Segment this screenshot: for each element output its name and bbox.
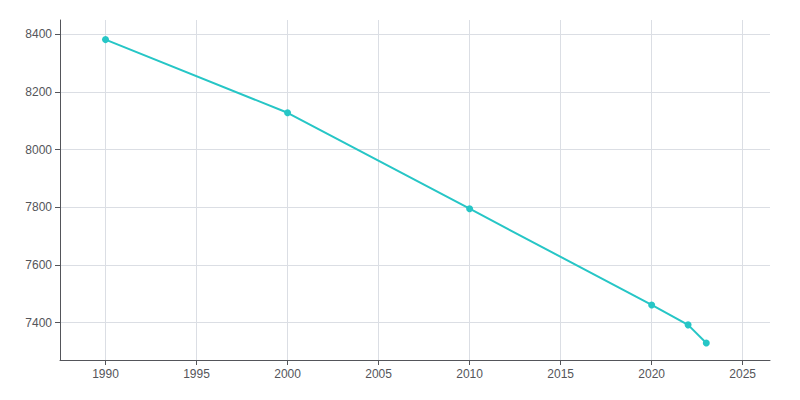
svg-text:1995: 1995 — [183, 367, 210, 381]
svg-text:2020: 2020 — [638, 367, 665, 381]
svg-text:7600: 7600 — [25, 258, 52, 272]
svg-text:8400: 8400 — [25, 27, 52, 41]
svg-text:7400: 7400 — [25, 316, 52, 330]
svg-text:2005: 2005 — [365, 367, 392, 381]
svg-text:2015: 2015 — [547, 367, 574, 381]
svg-text:7800: 7800 — [25, 200, 52, 214]
svg-text:2000: 2000 — [274, 367, 301, 381]
svg-text:1990: 1990 — [92, 367, 119, 381]
svg-text:8200: 8200 — [25, 85, 52, 99]
svg-text:2010: 2010 — [456, 367, 483, 381]
svg-text:8000: 8000 — [25, 143, 52, 157]
svg-text:2025: 2025 — [729, 367, 756, 381]
